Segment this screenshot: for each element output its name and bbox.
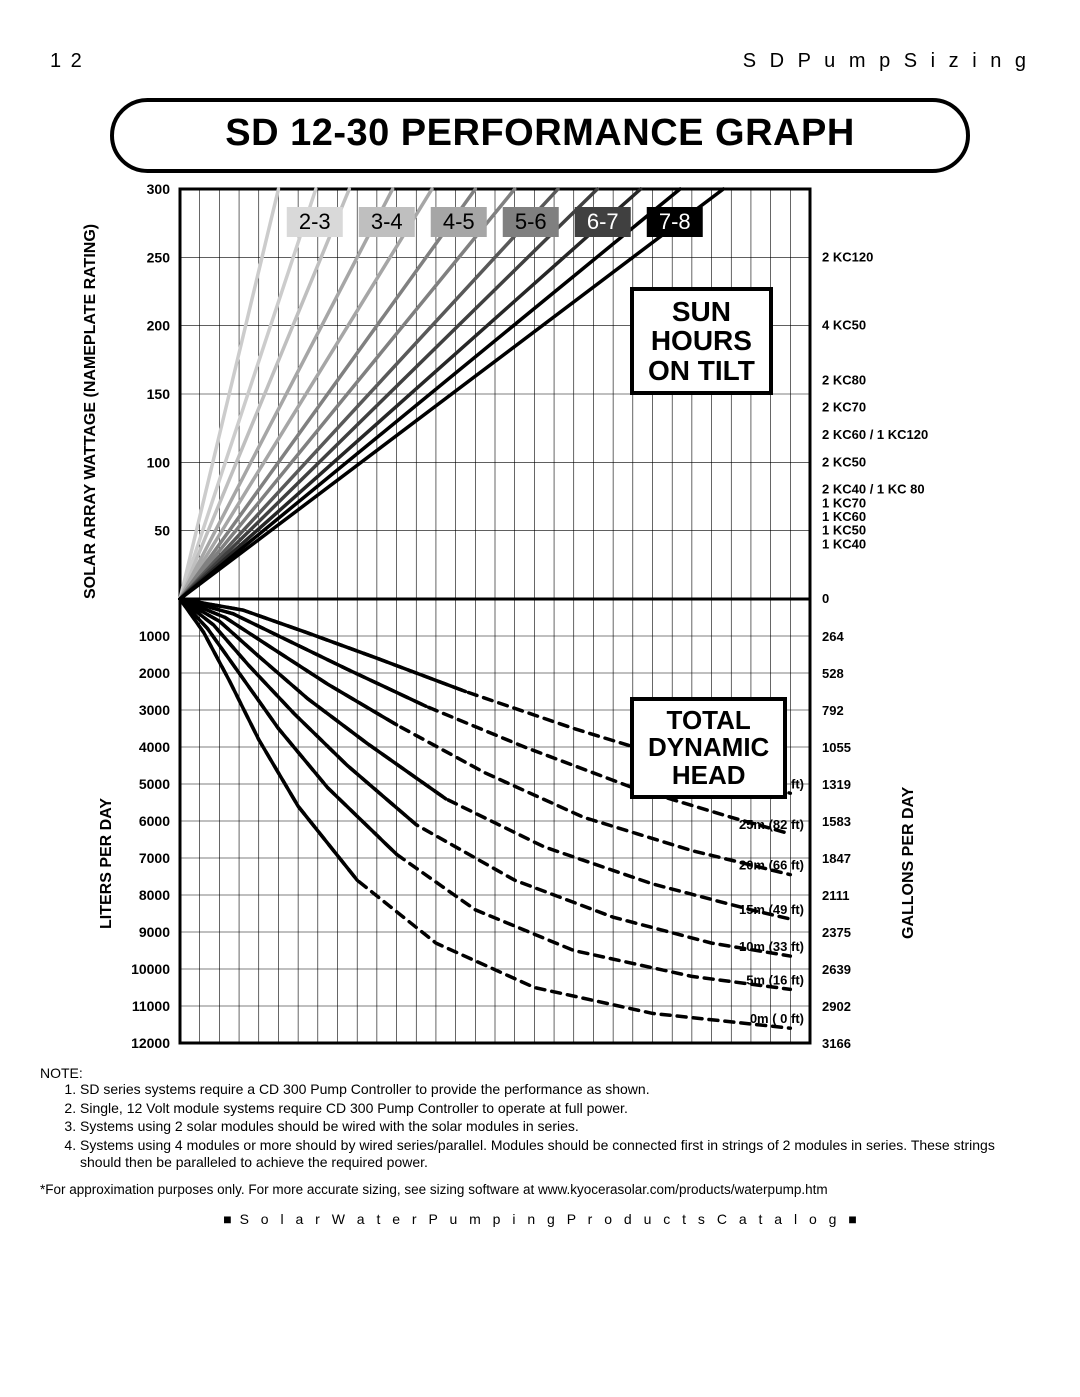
- svg-text:6000: 6000: [139, 813, 170, 829]
- chart-wrap: SOLAR ARRAY WATTAGE (NAMEPLATE RATING) L…: [110, 179, 1030, 1059]
- svg-text:10000: 10000: [131, 961, 170, 977]
- svg-text:20m (66 ft): 20m (66 ft): [739, 858, 804, 873]
- svg-text:2-3: 2-3: [299, 209, 331, 234]
- svg-text:2 KC80: 2 KC80: [822, 372, 866, 387]
- svg-text:2 KC50: 2 KC50: [822, 454, 866, 469]
- svg-text:1583: 1583: [822, 814, 851, 829]
- notes-block: NOTE: SD series systems require a CD 300…: [40, 1065, 1030, 1197]
- svg-text:12000: 12000: [131, 1035, 170, 1051]
- page-header: 1 2 S D P u m p S i z i n g: [50, 50, 1030, 73]
- svg-text:2639: 2639: [822, 962, 851, 977]
- footnote: *For approximation purposes only. For mo…: [40, 1182, 1030, 1197]
- svg-text:2111: 2111: [822, 888, 850, 903]
- svg-text:4 KC50: 4 KC50: [822, 318, 866, 333]
- performance-chart-svg: 300 250 200 150 100 50 2-3 3-4 4-5 5-6 6-7 7-8 2 KC1…: [110, 179, 1010, 1059]
- svg-text:1319: 1319: [822, 777, 851, 792]
- svg-text:200: 200: [147, 318, 171, 334]
- svg-text:25m (82 ft): 25m (82 ft): [739, 817, 804, 832]
- svg-text:1000: 1000: [139, 628, 170, 644]
- svg-text:9000: 9000: [139, 924, 170, 940]
- svg-text:4-5: 4-5: [443, 209, 475, 234]
- svg-text:2375: 2375: [822, 925, 851, 940]
- svg-text:3166: 3166: [822, 1036, 851, 1051]
- svg-text:0m ( 0 ft): 0m ( 0 ft): [750, 1011, 804, 1026]
- top-y-axis-label: SOLAR ARRAY WATTAGE (NAMEPLATE RATING): [82, 224, 100, 599]
- page-number: 1 2: [50, 50, 84, 73]
- svg-text:2 KC70: 2 KC70: [822, 400, 866, 415]
- note-item: Systems using 2 solar modules should be …: [80, 1118, 1030, 1136]
- note-item: SD series systems require a CD 300 Pump …: [80, 1081, 1030, 1099]
- note-item: Single, 12 Volt module systems require C…: [80, 1100, 1030, 1118]
- svg-text:11000: 11000: [132, 998, 170, 1014]
- svg-text:150: 150: [147, 386, 171, 402]
- svg-text:100: 100: [147, 454, 171, 470]
- svg-text:5-6: 5-6: [515, 209, 547, 234]
- svg-text:300: 300: [147, 181, 171, 197]
- bottom-left-y-axis-label: LITERS PER DAY: [98, 798, 116, 929]
- svg-text:3-4: 3-4: [371, 209, 403, 234]
- svg-text:792: 792: [822, 703, 844, 718]
- svg-text:0: 0: [822, 591, 829, 606]
- svg-text:8000: 8000: [139, 887, 170, 903]
- svg-text:2902: 2902: [822, 999, 851, 1014]
- svg-text:7000: 7000: [139, 850, 170, 866]
- svg-text:5m (16 ft): 5m (16 ft): [746, 972, 804, 987]
- svg-text:4000: 4000: [139, 739, 170, 755]
- notes-label: NOTE:: [40, 1065, 1030, 1081]
- svg-text:250: 250: [147, 249, 171, 265]
- svg-text:2 KC60 / 1 KC120: 2 KC60 / 1 KC120: [822, 427, 928, 442]
- svg-text:50: 50: [154, 523, 170, 539]
- chart-title: SD 12-30 PERFORMANCE GRAPH: [110, 98, 970, 173]
- svg-text:6-7: 6-7: [587, 209, 619, 234]
- svg-text:1847: 1847: [822, 851, 851, 866]
- sun-hours-box: SUNHOURSON TILT: [630, 287, 773, 395]
- svg-text:264: 264: [822, 629, 844, 644]
- total-dynamic-head-box: TOTALDYNAMICHEAD: [630, 697, 787, 799]
- svg-text:15m (49 ft): 15m (49 ft): [739, 902, 804, 917]
- bottom-right-y-axis-label: GALLONS PER DAY: [900, 787, 918, 939]
- note-item: Systems using 4 modules or more should b…: [80, 1137, 1030, 1172]
- svg-text:2 KC120: 2 KC120: [822, 249, 873, 264]
- svg-text:1055: 1055: [822, 740, 851, 755]
- svg-text:5000: 5000: [139, 776, 170, 792]
- svg-text:2000: 2000: [139, 665, 170, 681]
- svg-text:528: 528: [822, 666, 844, 681]
- svg-text:1 KC40: 1 KC40: [822, 536, 866, 551]
- notes-list: SD series systems require a CD 300 Pump …: [80, 1081, 1030, 1172]
- svg-text:10m (33 ft): 10m (33 ft): [739, 939, 804, 954]
- page-section: S D P u m p S i z i n g: [743, 50, 1030, 73]
- catalog-footer: ■ S o l a r W a t e r P u m p i n g P r …: [50, 1211, 1030, 1227]
- svg-text:7-8: 7-8: [659, 209, 691, 234]
- svg-text:3000: 3000: [139, 702, 170, 718]
